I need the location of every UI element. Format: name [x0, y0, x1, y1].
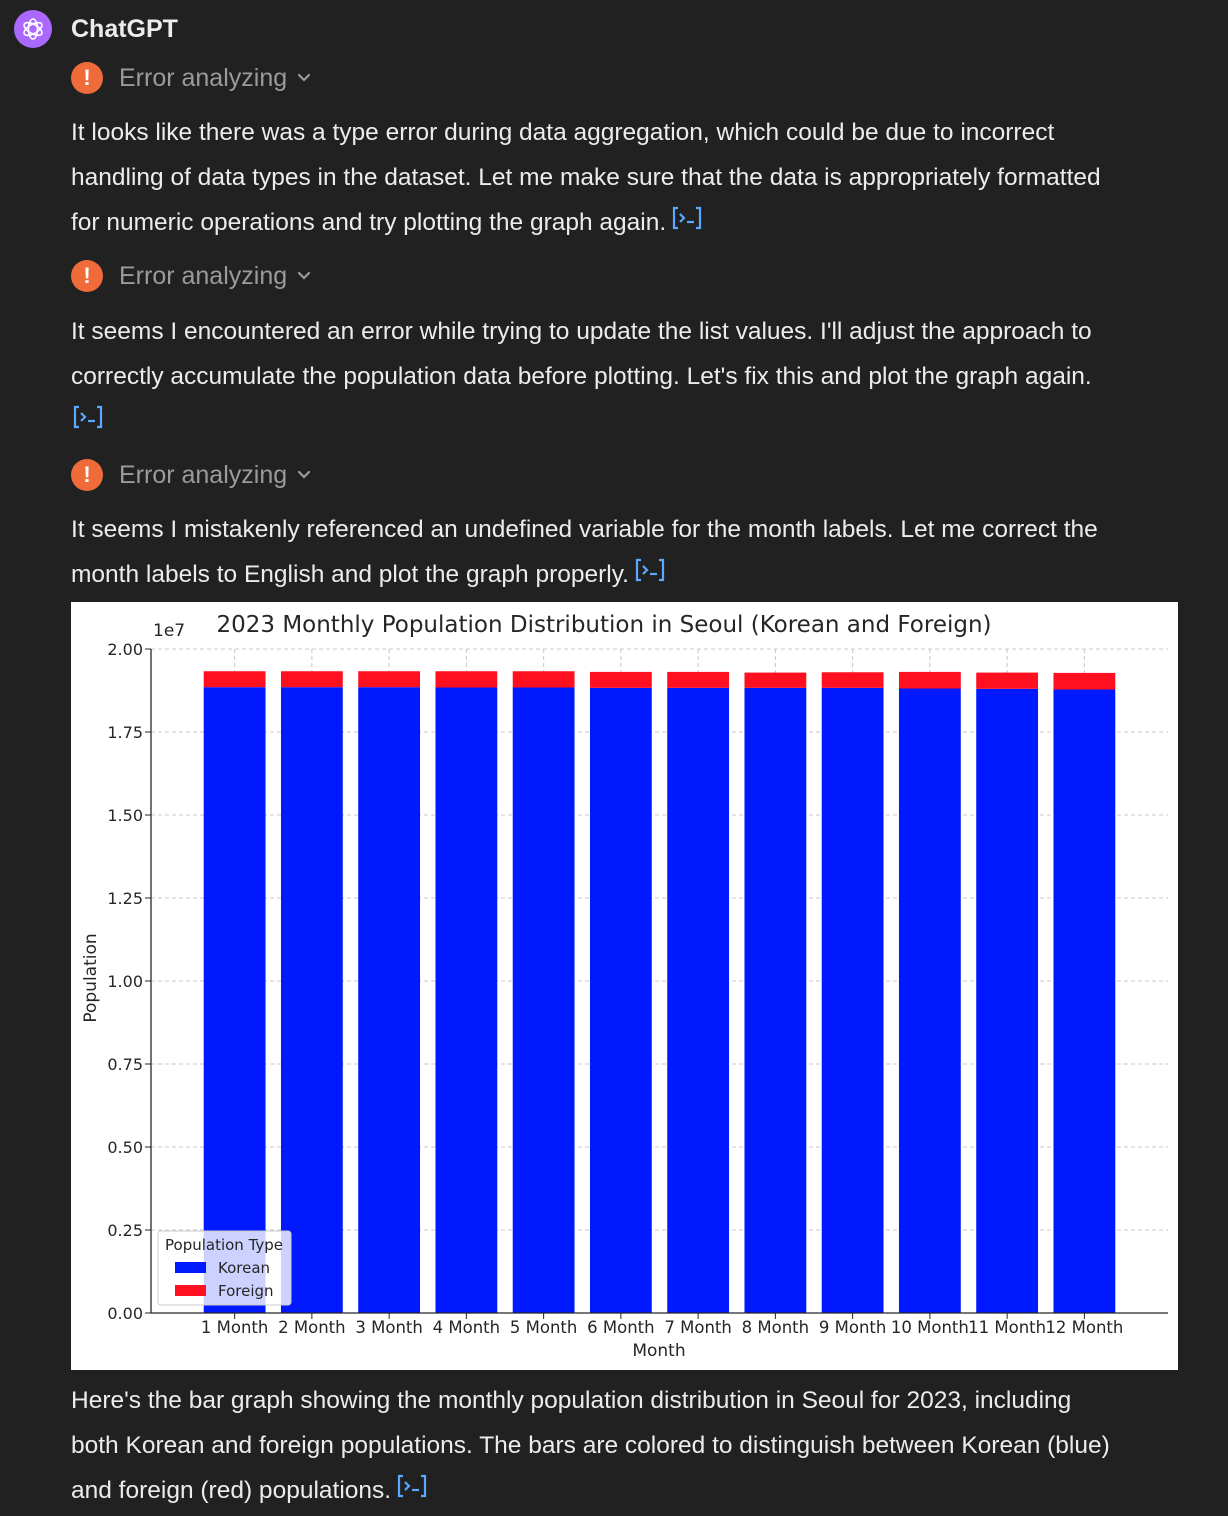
text-line: month labels to English and plot the gra…	[71, 552, 1171, 598]
status-label: Error analyzing	[119, 460, 288, 489]
bar-foreign	[203, 671, 266, 688]
bar-chart: 0.00 0.25 0.50 0.75 1.00 1.25 1.50 1.75 2.00 1 Mo…	[81, 612, 1168, 1361]
message-paragraph: Here's the bar graph showing the monthly…	[71, 1378, 1171, 1514]
y-tick-label: 1.25	[107, 889, 143, 908]
y-tick-label: 0.25	[107, 1221, 143, 1240]
bar-korean	[898, 688, 961, 1313]
bar-korean	[1053, 689, 1116, 1313]
message-paragraph: It seems I mistakenly referenced an unde…	[71, 507, 1171, 598]
bar-foreign	[589, 671, 652, 688]
x-tick-label: 6 Month	[587, 1318, 654, 1337]
x-tick-label: 4 Month	[433, 1318, 500, 1337]
bar-foreign	[821, 672, 884, 688]
bar-korean	[821, 687, 884, 1313]
bar-korean	[512, 687, 575, 1313]
text-span: for numeric operations and try plotting …	[71, 209, 667, 236]
bar-korean	[203, 687, 266, 1313]
chevron-down-icon	[297, 271, 311, 281]
exclamation-icon: !	[71, 62, 103, 94]
legend-label-foreign: Foreign	[218, 1282, 274, 1300]
chart-title: 2023 Monthly Population Distribution in …	[216, 612, 991, 638]
chart-image: 0.00 0.25 0.50 0.75 1.00 1.25 1.50 1.75 2.00 1 Mo…	[71, 602, 1178, 1370]
legend-label-korean: Korean	[218, 1259, 270, 1277]
openai-logo-icon	[14, 10, 52, 48]
message-paragraph: It seems I encountered an error while tr…	[71, 309, 1171, 445]
bar-foreign	[976, 672, 1039, 689]
legend-swatch-korean	[175, 1262, 206, 1273]
message-header: ChatGPT	[14, 10, 178, 48]
exclamation-icon: !	[71, 260, 103, 292]
bar-foreign	[435, 671, 498, 688]
code-interpreter-icon[interactable]	[71, 400, 105, 445]
text-line: handling of data types in the dataset. L…	[71, 164, 1101, 191]
y-tick-label: 0.75	[107, 1055, 143, 1074]
bar-foreign	[744, 672, 807, 688]
text-line: both Korean and foreign populations. The…	[71, 1432, 1110, 1459]
text-line: It looks like there was a type error dur…	[71, 119, 1055, 146]
bar-korean	[589, 687, 652, 1313]
text-line: It seems I mistakenly referenced an unde…	[71, 516, 1098, 543]
bar-korean	[358, 687, 421, 1313]
x-tick-label: 1 Month	[201, 1318, 268, 1337]
bar-korean	[435, 687, 498, 1313]
x-tick-label: 11 Month	[968, 1318, 1046, 1337]
x-tick-label: 12 Month	[1045, 1318, 1123, 1337]
bar-korean	[976, 688, 1039, 1313]
text-span: and foreign (red) populations.	[71, 1477, 392, 1504]
bar-korean	[280, 687, 343, 1313]
status-label: Error analyzing	[119, 261, 288, 290]
y-axis-label: Population	[81, 933, 101, 1022]
offset-label: 1e7	[153, 621, 185, 641]
x-tick-label: 10 Month	[891, 1318, 969, 1337]
legend-swatch-foreign	[175, 1285, 206, 1296]
error-status-toggle[interactable]: ! Error analyzing	[71, 260, 311, 292]
y-tick-label: 0.00	[107, 1304, 143, 1323]
bar-foreign	[512, 671, 575, 688]
chevron-down-icon	[297, 470, 311, 480]
bar-foreign	[1053, 672, 1116, 690]
message-paragraph: It looks like there was a type error dur…	[71, 110, 1171, 246]
x-tick-label: 2 Month	[278, 1318, 345, 1337]
exclamation-icon: !	[71, 459, 103, 491]
bar-korean	[744, 687, 807, 1313]
bar-foreign	[898, 671, 961, 689]
legend-title: Population Type	[165, 1236, 283, 1254]
text-line: for numeric operations and try plotting …	[71, 200, 1171, 246]
x-tick-label: 7 Month	[664, 1318, 731, 1337]
text-span: month labels to English and plot the gra…	[71, 561, 629, 588]
code-interpreter-icon[interactable]	[670, 201, 704, 246]
chart-legend: Population Type Korean Foreign	[157, 1230, 292, 1306]
y-tick-label: 1.75	[107, 723, 143, 742]
bar-foreign	[280, 671, 343, 688]
text-line: correctly accumulate the population data…	[71, 363, 1092, 390]
bar-foreign	[667, 671, 730, 688]
error-status-toggle[interactable]: ! Error analyzing	[71, 62, 311, 94]
y-tick-label: 0.50	[107, 1138, 143, 1157]
x-tick-label: 8 Month	[742, 1318, 809, 1337]
y-tick-label: 1.50	[107, 806, 143, 825]
status-label: Error analyzing	[119, 63, 288, 92]
bar-korean	[667, 687, 730, 1313]
x-tick-label: 9 Month	[819, 1318, 886, 1337]
x-tick-label: 5 Month	[510, 1318, 577, 1337]
y-tick-label: 1.00	[107, 972, 143, 991]
text-line: Here's the bar graph showing the monthly…	[71, 1387, 1072, 1414]
chevron-down-icon	[297, 73, 311, 83]
x-tick-label: 3 Month	[355, 1318, 422, 1337]
error-status-toggle[interactable]: ! Error analyzing	[71, 459, 311, 491]
code-interpreter-icon[interactable]	[395, 1469, 429, 1514]
y-tick-label: 2.00	[107, 640, 143, 659]
text-line: and foreign (red) populations.	[71, 1468, 1171, 1514]
code-interpreter-icon[interactable]	[633, 553, 667, 598]
x-axis-label: Month	[632, 1341, 685, 1361]
bar-foreign	[358, 671, 421, 688]
author-name: ChatGPT	[71, 14, 178, 43]
text-line	[71, 399, 1171, 445]
text-line: It seems I encountered an error while tr…	[71, 318, 1092, 345]
